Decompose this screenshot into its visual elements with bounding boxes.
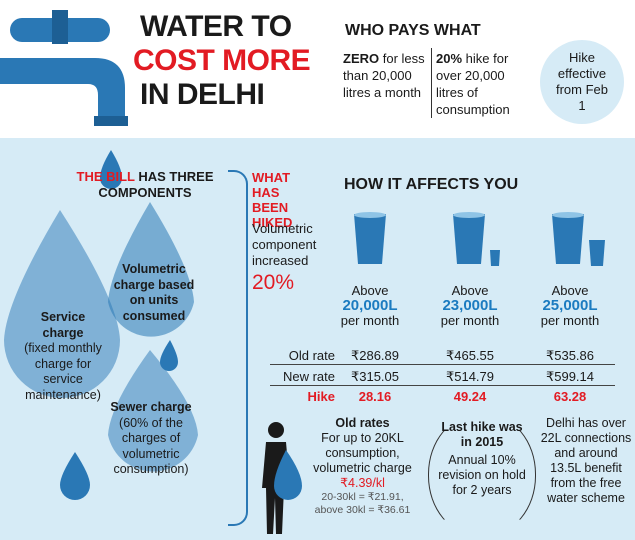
hiked-heading: WHAT HAS BEEN HIKED (252, 170, 293, 230)
row-label-old: Old rate (288, 348, 335, 363)
service-desc: (fixed monthly charge for service mainte… (24, 341, 102, 402)
who-pays-col-1: ZERO for less than 20,000 litres a month (343, 50, 428, 101)
who-col-1-bold: ZERO (343, 51, 380, 66)
divider (431, 48, 432, 118)
table-rule-2 (270, 385, 615, 386)
tier-3-per-month: per month (540, 313, 600, 328)
last-hike-note: Last hike was in 2015 Annual 10% revisio… (436, 420, 528, 498)
sewer-title: Sewer charge (110, 400, 192, 414)
last-hike-body: Annual 10% revision on hold for 2 years (438, 453, 526, 497)
who-col-2-text: hike for over 20,000 litres of consumpti… (436, 51, 510, 117)
old-rate-1: ₹286.89 (350, 348, 400, 363)
title-line-1: WATER TO (140, 10, 292, 43)
tier-1-above: Above (351, 283, 389, 298)
old-rates-line-1: 20-30kl = ₹21.91, (321, 491, 404, 503)
old-rates-body: For up to 20KL consumption, volumetric c… (313, 431, 412, 475)
bracket (228, 170, 248, 526)
old-rates-line-2: above 30kl = ₹36.61 (314, 504, 411, 516)
tap-icon (0, 10, 128, 189)
who-col-1-text: for less than 20,000 litres a month (343, 51, 425, 100)
who-pays-col-2: 20% hike for over 20,000 litres of consu… (436, 50, 531, 118)
hike-1: 28.16 (358, 389, 392, 404)
drops-illustration (4, 202, 198, 500)
bill-heading: THE BILL HAS THREE COMPONENTS (70, 169, 220, 201)
last-hike-heading: Last hike was in 2015 (441, 420, 523, 449)
tier-2-above: Above (451, 283, 489, 298)
tier-2-per-month: per month (440, 313, 500, 328)
tier-3-header: Above 25,000L per month (530, 283, 610, 328)
new-rate-3: ₹599.14 (545, 369, 595, 384)
bill-heading-red: THE BILL (76, 169, 135, 184)
title-line-2: COST MORE (133, 44, 311, 77)
new-rate-2: ₹514.79 (445, 369, 495, 384)
delhi-connections-note: Delhi has over 22L connections and aroun… (540, 416, 632, 505)
old-rate-2: ₹465.55 (445, 348, 495, 363)
bill-heading-text: HAS THREE COMPONENTS (98, 169, 214, 200)
row-label-hike: Hike (307, 389, 335, 404)
tier-3-amount: 25,000L (542, 297, 598, 314)
old-rates-charge: ₹4.39/kl (340, 476, 385, 490)
sewer-charge: Sewer charge (60% of the charges of volum… (108, 400, 194, 478)
volumetric-charge: Volumetric charge based on units consume… (113, 262, 195, 323)
service-title: Service charge (40, 310, 86, 340)
tier-3-above: Above (551, 283, 589, 298)
hiked-body: Volumetric component increased (252, 221, 317, 268)
tier-1-amount: 20,000L (342, 297, 398, 314)
hike-effective-badge: Hike effective from Feb 1 (540, 40, 624, 124)
new-rate-1: ₹315.05 (350, 369, 400, 384)
hike-effective-text: Hike effective from Feb 1 (555, 50, 608, 113)
effects-heading: HOW IT AFFECTS YOU (344, 176, 519, 193)
hike-2: 49.24 (453, 389, 487, 404)
hike-3: 63.28 (553, 389, 587, 404)
old-rates-heading: Old rates (335, 416, 390, 430)
who-pays-heading: WHO PAYS WHAT (345, 22, 481, 39)
hiked-percent: 20% (252, 271, 295, 294)
glasses-illustration (354, 212, 605, 266)
tier-2-amount: 23,000L (442, 297, 498, 314)
tier-1-header: Above 20,000L per month (330, 283, 410, 328)
sewer-desc: (60% of the charges of volumetric consum… (113, 415, 189, 477)
tier-1-per-month: per month (340, 313, 400, 328)
last-hike-frame (428, 414, 536, 536)
who-col-2-bold: 20% (436, 51, 463, 66)
old-rate-3: ₹535.86 (545, 348, 595, 363)
table-rule-1 (270, 364, 615, 365)
row-label-new: New rate (282, 369, 335, 384)
service-charge: Service charge (fixed monthly charge for … (20, 310, 106, 403)
old-rates-note: Old rates For up to 20KL consumption, vo… (305, 416, 420, 517)
person-carrying-water-icon (262, 422, 302, 534)
title-line-3: IN DELHI (140, 78, 265, 111)
tier-2-header: Above 23,000L per month (430, 283, 510, 328)
